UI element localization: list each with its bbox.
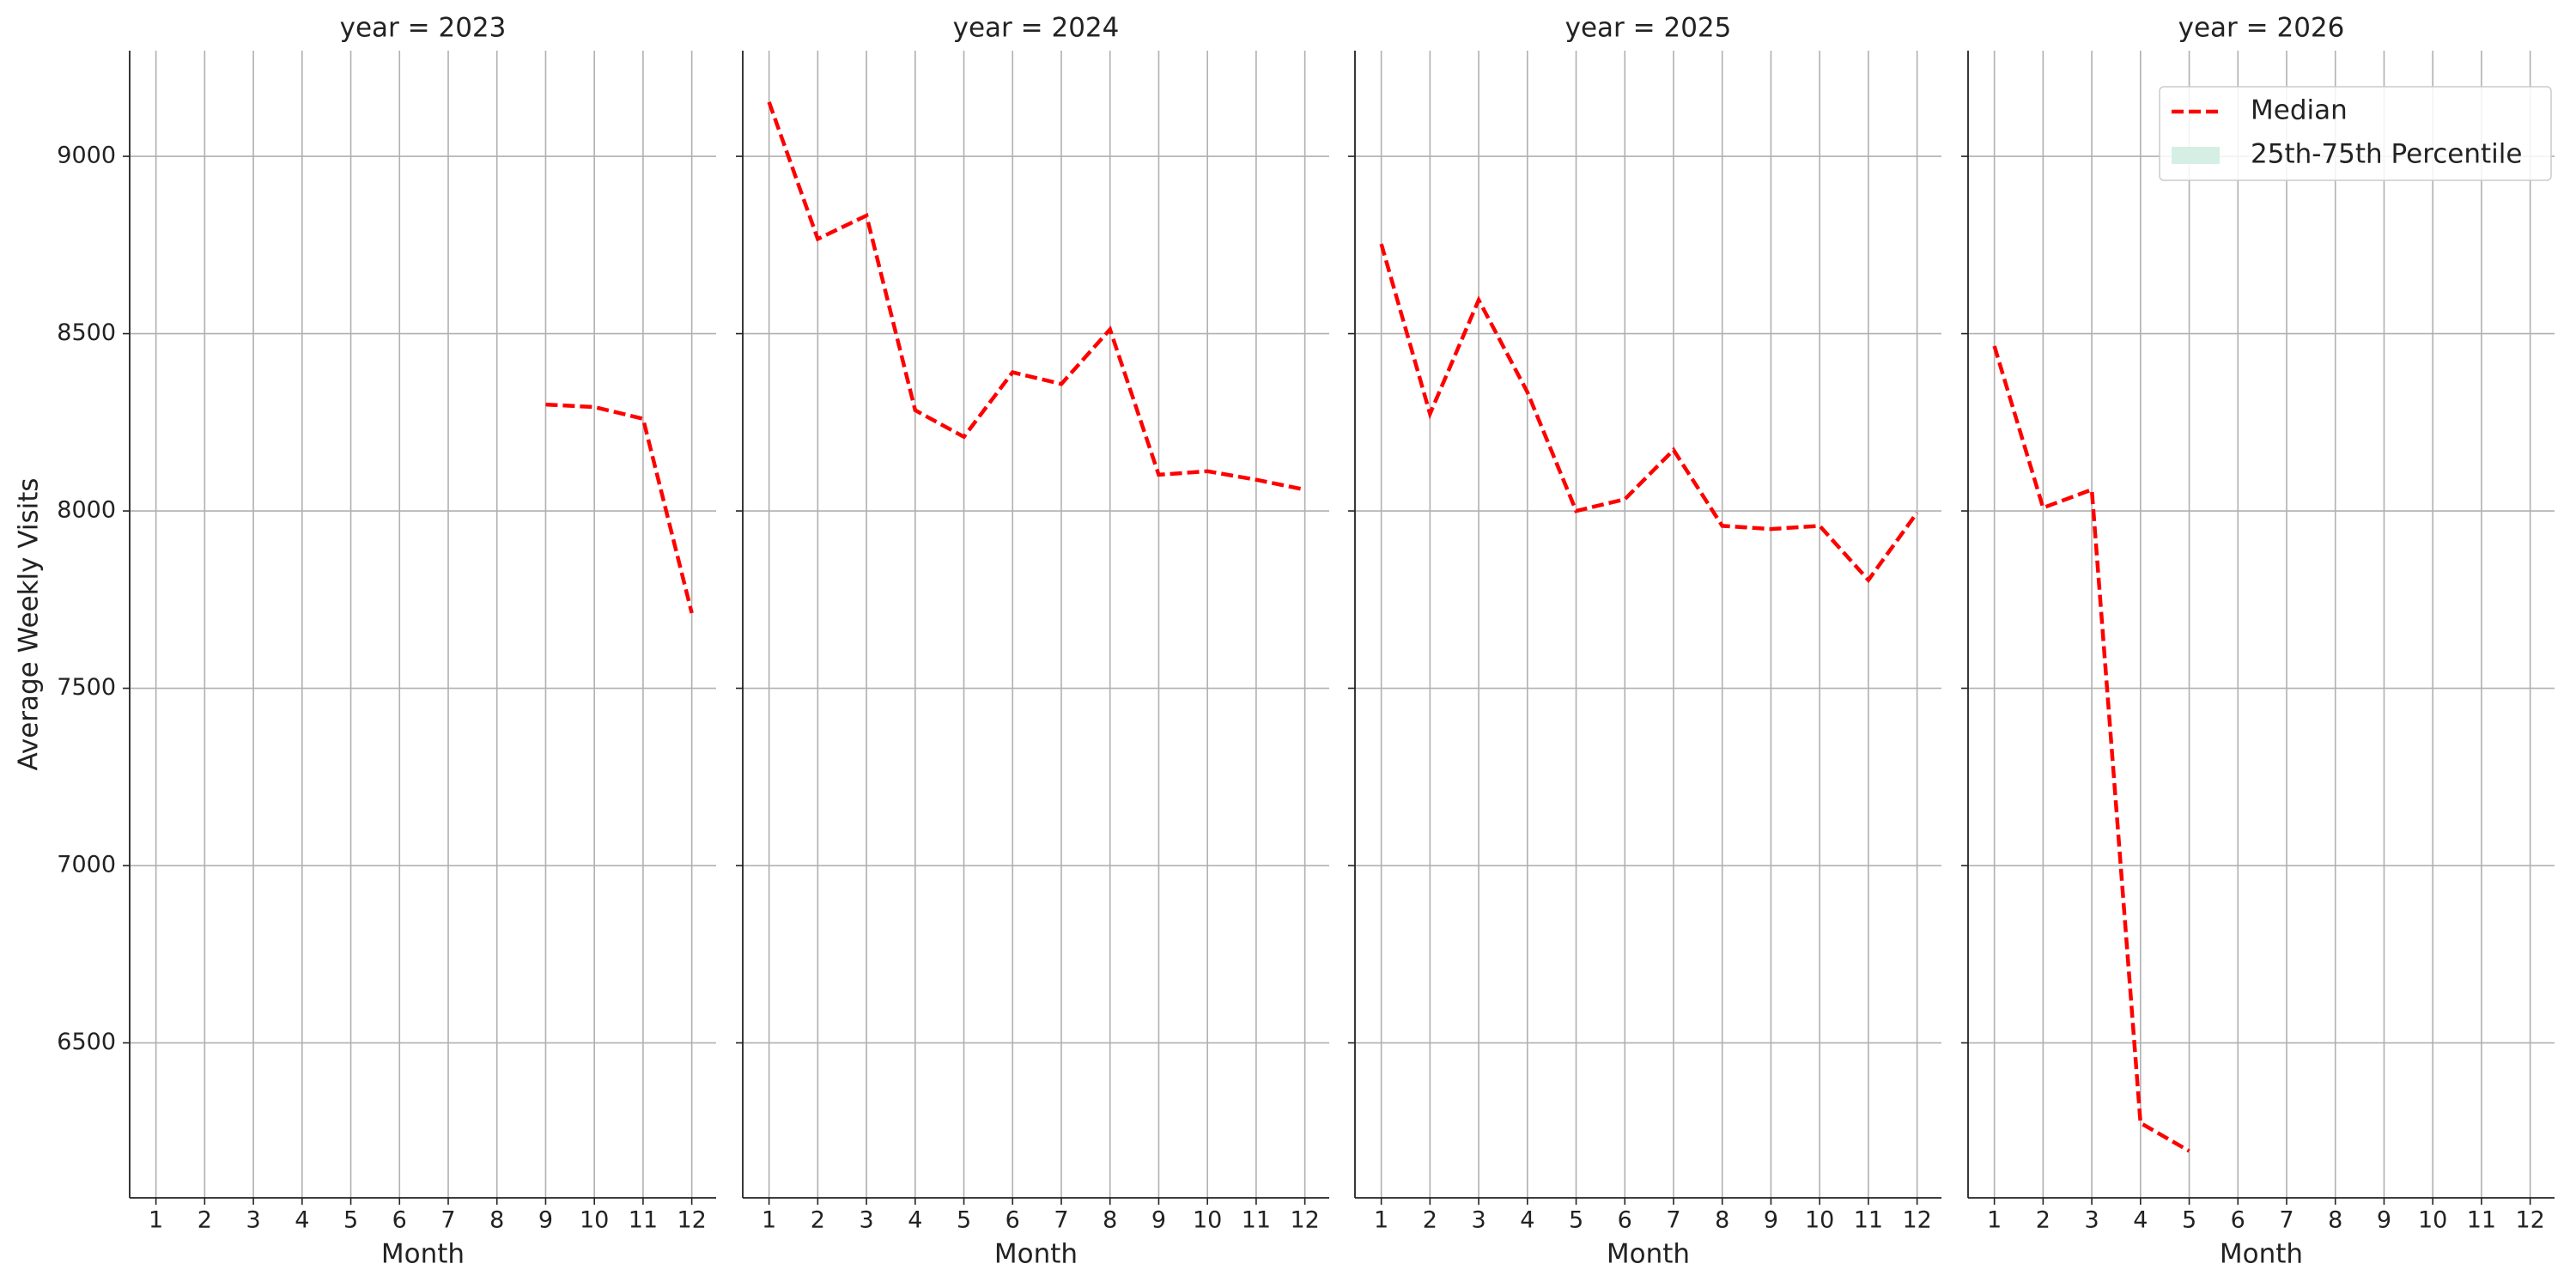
x-tick-label: 4 bbox=[295, 1207, 309, 1234]
x-axis-label: Month bbox=[1607, 1239, 1690, 1270]
x-tick-label: 2 bbox=[197, 1207, 212, 1234]
x-tick-label: 6 bbox=[1618, 1207, 1632, 1234]
x-tick-label: 1 bbox=[149, 1207, 163, 1234]
x-tick-label: 8 bbox=[2328, 1207, 2342, 1234]
x-tick-label: 11 bbox=[1854, 1207, 1883, 1234]
x-tick-label: 9 bbox=[538, 1207, 553, 1234]
panel-title: year = 2026 bbox=[2178, 13, 2345, 44]
x-tick-label: 10 bbox=[2418, 1207, 2447, 1234]
y-tick-label: 7000 bbox=[57, 852, 116, 878]
x-tick-label: 6 bbox=[2231, 1207, 2245, 1234]
x-tick-label: 12 bbox=[677, 1207, 706, 1234]
x-tick-label: 1 bbox=[1374, 1207, 1388, 1234]
x-tick-label: 5 bbox=[957, 1207, 971, 1234]
x-tick-label: 7 bbox=[1666, 1207, 1680, 1234]
median-line bbox=[1992, 345, 2190, 1153]
x-tick-label: 3 bbox=[1471, 1207, 1485, 1234]
x-tick-label: 2 bbox=[811, 1207, 825, 1234]
x-tick-label: 3 bbox=[2084, 1207, 2099, 1234]
x-tick-label: 12 bbox=[2515, 1207, 2544, 1234]
x-tick-label: 7 bbox=[2279, 1207, 2293, 1234]
x-tick-label: 11 bbox=[2467, 1207, 2496, 1234]
x-tick-label: 9 bbox=[2377, 1207, 2391, 1234]
panel-title: year = 2025 bbox=[1565, 13, 1732, 44]
x-tick-label: 4 bbox=[908, 1207, 922, 1234]
x-tick-label: 10 bbox=[580, 1207, 609, 1234]
x-tick-label: 5 bbox=[343, 1207, 358, 1234]
x-tick-label: 2 bbox=[2036, 1207, 2050, 1234]
x-tick-label: 11 bbox=[1242, 1207, 1271, 1234]
panel-title: year = 2023 bbox=[340, 13, 507, 44]
x-tick-label: 4 bbox=[2133, 1207, 2148, 1234]
median-line bbox=[545, 402, 694, 614]
x-tick-label: 12 bbox=[1902, 1207, 1931, 1234]
median-line bbox=[767, 101, 1306, 492]
legend-label: 25th-75th Percentile bbox=[2251, 139, 2522, 170]
y-tick-label: 9000 bbox=[57, 143, 116, 169]
x-tick-label: 8 bbox=[489, 1207, 504, 1234]
x-tick-label: 8 bbox=[1715, 1207, 1729, 1234]
x-tick-label: 3 bbox=[246, 1207, 260, 1234]
median-line bbox=[1379, 243, 1919, 584]
x-tick-label: 2 bbox=[1423, 1207, 1437, 1234]
y-tick-label: 6500 bbox=[57, 1029, 116, 1055]
x-tick-label: 5 bbox=[1569, 1207, 1583, 1234]
legend-swatch bbox=[2172, 147, 2220, 164]
x-tick-label: 7 bbox=[1054, 1207, 1068, 1234]
x-tick-label: 3 bbox=[859, 1207, 873, 1234]
x-tick-label: 1 bbox=[762, 1207, 776, 1234]
y-tick-label: 7500 bbox=[57, 674, 116, 701]
x-axis-label: Month bbox=[2220, 1239, 2303, 1270]
x-tick-label: 8 bbox=[1103, 1207, 1117, 1234]
x-tick-label: 1 bbox=[1987, 1207, 2002, 1234]
y-tick-label: 8500 bbox=[57, 319, 116, 346]
x-tick-label: 4 bbox=[1520, 1207, 1534, 1234]
y-axis-label: Average Weekly Visits bbox=[14, 477, 45, 770]
x-tick-label: 6 bbox=[1005, 1207, 1020, 1234]
x-tick-label: 12 bbox=[1290, 1207, 1319, 1234]
x-tick-label: 9 bbox=[1764, 1207, 1778, 1234]
legend-box bbox=[2159, 86, 2552, 181]
x-tick-label: 10 bbox=[1193, 1207, 1222, 1234]
panel-title: year = 2024 bbox=[953, 13, 1120, 44]
x-tick-label: 7 bbox=[440, 1207, 455, 1234]
x-tick-label: 11 bbox=[629, 1207, 658, 1234]
x-axis-label: Month bbox=[381, 1239, 465, 1270]
x-tick-label: 5 bbox=[2182, 1207, 2196, 1234]
x-axis-label: Month bbox=[994, 1239, 1078, 1270]
x-tick-label: 10 bbox=[1805, 1207, 1834, 1234]
y-tick-label: 8000 bbox=[57, 497, 116, 524]
x-tick-label: 6 bbox=[392, 1207, 407, 1234]
legend-label: Median bbox=[2251, 95, 2348, 126]
x-tick-label: 9 bbox=[1151, 1207, 1166, 1234]
